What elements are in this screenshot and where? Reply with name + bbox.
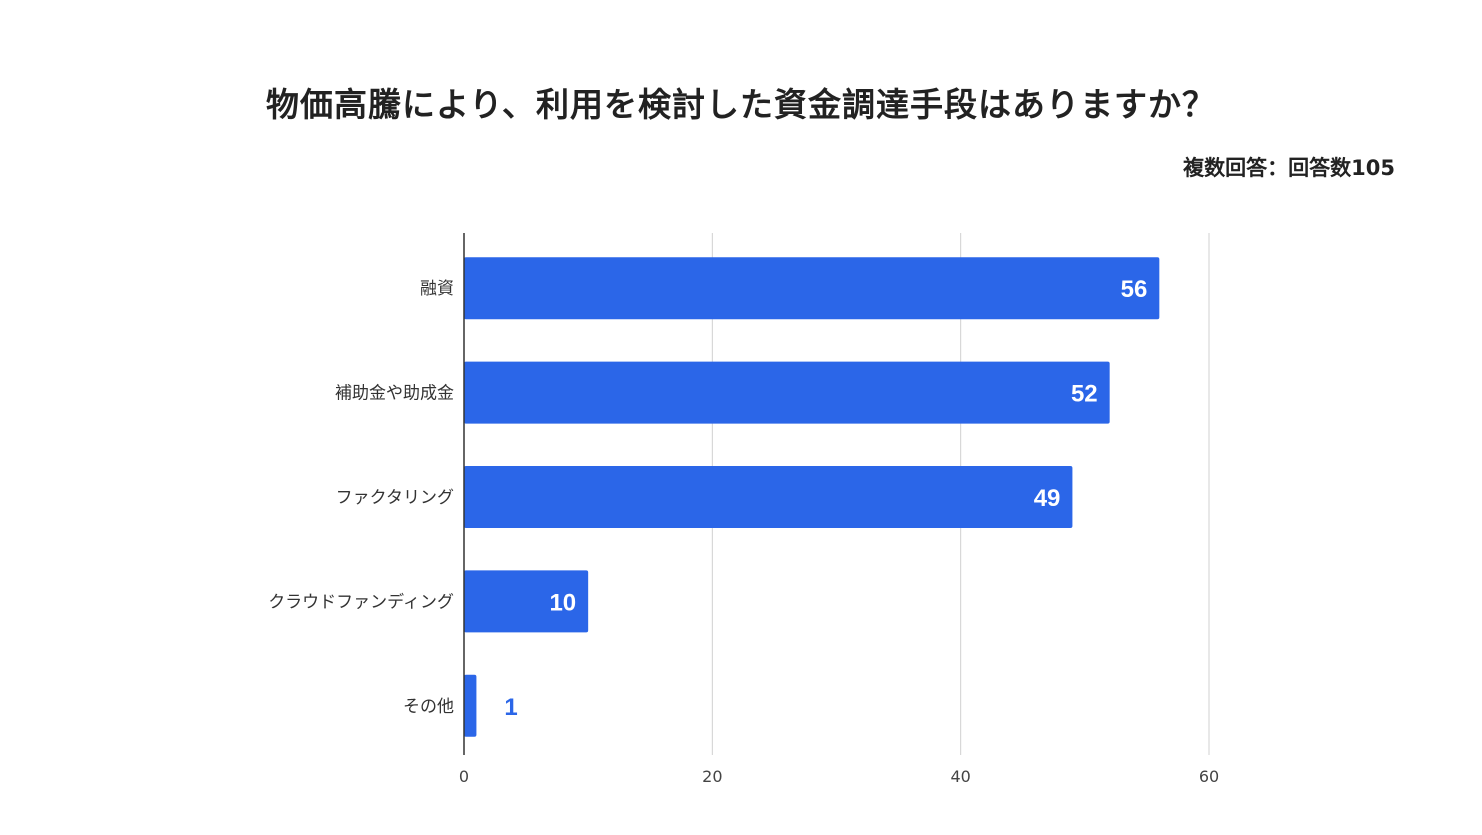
chart-title: 物価高騰により、利用を検討した資金調達手段はありますか？ bbox=[265, 85, 1217, 124]
x-tick-label: 0 bbox=[459, 767, 469, 786]
bar bbox=[464, 674, 477, 737]
bar bbox=[464, 570, 589, 633]
bar bbox=[464, 361, 1110, 424]
x-tick-label: 20 bbox=[702, 767, 722, 786]
category-label: 補助金や助成金 bbox=[335, 384, 454, 404]
data-label: 10 bbox=[549, 589, 576, 616]
category-label: その他 bbox=[403, 697, 454, 717]
data-label: 56 bbox=[1121, 276, 1148, 303]
data-label: 52 bbox=[1071, 381, 1098, 408]
x-tick-label: 40 bbox=[950, 767, 970, 786]
x-tick-label: 60 bbox=[1199, 767, 1219, 786]
bar bbox=[464, 466, 1073, 528]
category-label: ファクタリング bbox=[336, 488, 454, 508]
bar bbox=[464, 257, 1160, 320]
data-label: 49 bbox=[1034, 485, 1061, 512]
category-label: クラウドファンディング bbox=[268, 591, 454, 612]
data-label: 1 bbox=[504, 694, 517, 721]
category-label: 融資 bbox=[420, 279, 454, 299]
chart-subtitle: 複数回答：回答数105 bbox=[1183, 156, 1395, 180]
